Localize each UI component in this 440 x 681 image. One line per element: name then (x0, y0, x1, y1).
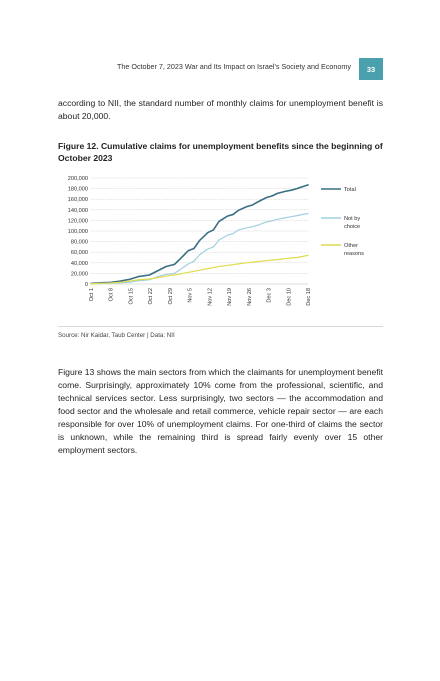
legend-label: choice (344, 224, 360, 230)
x-tick-label: Nov 5 (188, 288, 194, 303)
x-tick-label: Nov 12 (207, 288, 213, 306)
legend-label: Total (344, 187, 356, 193)
y-tick-label: 120,000 (68, 218, 88, 224)
series-line (90, 184, 309, 285)
x-tick-label: Dec 18 (306, 288, 312, 306)
running-header: The October 7, 2023 War and Its Impact o… (58, 58, 383, 80)
page-number-badge: 33 (359, 58, 383, 80)
x-tick-label: Nov 19 (227, 288, 233, 306)
series-line (90, 212, 309, 285)
legend-label: Not by (344, 216, 360, 222)
x-tick-label: Oct 29 (168, 288, 174, 304)
x-tick-label: Oct 22 (148, 288, 154, 304)
y-tick-label: 60,000 (71, 250, 88, 256)
cumulative-claims-chart: 0 20,000 40,000 60,000 80,000 100,000 120,000 1… (68, 176, 364, 306)
y-tick-label: 40,000 (71, 261, 88, 267)
y-tick-label: 160,000 (68, 197, 88, 203)
x-tick-label: Nov 26 (247, 288, 253, 306)
y-tick-label: 180,000 (68, 187, 88, 193)
y-tick-label: 80,000 (71, 240, 88, 246)
paragraph-bottom: Figure 13 shows the main sectors from wh… (58, 367, 383, 455)
paragraph-top: according to NII, the standard number of… (58, 98, 383, 121)
y-tick-label: 20,000 (71, 271, 88, 277)
x-tick-label: Dec 10 (286, 288, 292, 306)
x-tick-label: Oct 8 (109, 288, 115, 301)
source-divider (58, 326, 383, 327)
y-tick-label: 200,000 (68, 176, 88, 182)
y-tick-label: 0 (85, 282, 88, 288)
x-tick-label: Dec 3 (267, 288, 273, 303)
x-tick-label: Oct 1 (89, 288, 95, 301)
y-tick-label: 140,000 (68, 208, 88, 214)
series-line (90, 254, 309, 285)
y-tick-label: 100,000 (68, 229, 88, 235)
figure-title: Figure 12. Cumulative claims for unemplo… (58, 141, 383, 163)
figure-source: Source: Nir Kaidar, Taub Center | Data: … (58, 332, 175, 339)
legend-label: Other (344, 243, 358, 249)
x-tick-label: Oct 15 (128, 288, 134, 304)
running-title: The October 7, 2023 War and Its Impact o… (116, 62, 351, 71)
legend-label: reasons (344, 251, 364, 257)
